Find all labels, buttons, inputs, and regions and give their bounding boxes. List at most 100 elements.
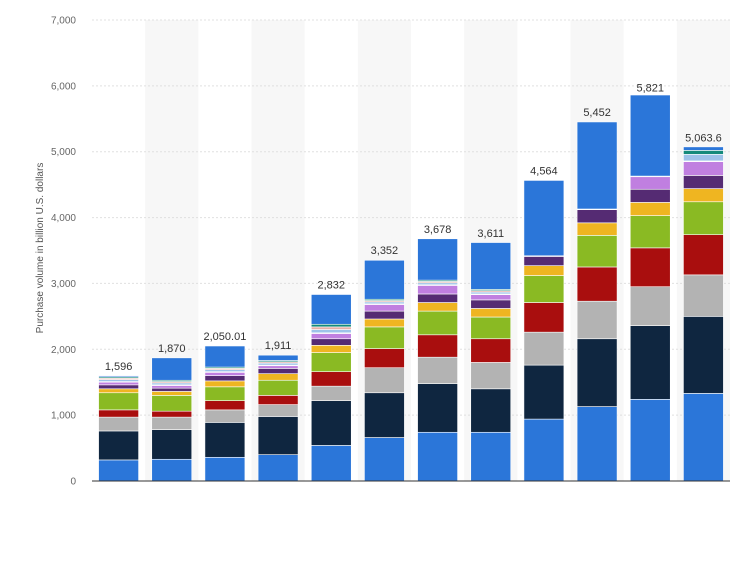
bar-segment [523,265,565,276]
bar-segment [470,316,512,340]
bar-segment [151,395,193,412]
bar-segment [629,247,671,288]
bar-segment [470,388,512,433]
bar-segment [364,310,405,320]
total-label: 5,452 [583,107,611,119]
bar-segment [310,294,352,325]
bar-segment [204,422,246,458]
total-label: 3,611 [477,228,504,240]
bar-segment [310,445,352,482]
bar-segment [364,392,405,438]
bar-segment [576,222,618,236]
bar-segment [204,372,246,376]
bar-segment [417,310,458,336]
total-label: 1,870 [158,343,186,355]
bar-segment [98,430,139,461]
bar-segment [629,176,671,190]
bar-segment [523,256,565,266]
bar-segment [417,356,458,384]
bar-segment [417,334,458,358]
bar-segment [470,308,512,318]
y-tick-label: 3,000 [51,279,76,290]
bar-segment [151,416,193,430]
bar-segment [257,395,299,405]
bar-segment [257,368,299,374]
y-axis: 0 1,000 2,000 3,000 4,000 5,000 6,000 7,000 [51,16,76,488]
total-label: 4,564 [530,165,558,177]
y-axis-title: Purchase volume in billion U.S. dollars [35,163,46,334]
bar-segment [151,387,193,392]
bar-segment [523,302,565,333]
bar-segment [151,410,193,418]
bar-segment [417,383,458,433]
bar-segment [204,409,246,423]
bar-segment [204,386,246,401]
bar-segment [576,209,618,224]
bar-segment [310,345,352,353]
total-label: 5,063.6 [685,133,722,145]
bar-segment [310,329,352,334]
bar-segment [629,188,671,203]
bar-segment [417,302,458,312]
y-tick-label: 6,000 [51,81,76,92]
bar-segment [151,357,193,381]
bar-segment [683,393,724,482]
bar-segment [470,294,512,301]
bar-segment [417,285,458,295]
bar-segment [629,215,671,249]
bar-segment [576,235,618,268]
bar-segment [364,348,405,369]
bar-segment [151,458,193,482]
bar-segment [98,409,139,418]
bar-segment [683,201,724,235]
y-tick-label: 0 [70,477,76,488]
y-tick-label: 4,000 [51,213,76,224]
bar-segment [310,352,352,372]
y-tick-label: 7,000 [51,16,76,27]
bar-segment [310,326,352,330]
total-label: 1,596 [105,361,133,373]
bar-segment [629,286,671,326]
bar-segment [257,354,299,361]
bar-segment [683,161,724,176]
bar-segment [417,431,458,482]
total-label: 1,911 [265,340,292,352]
bar-segment [629,202,671,216]
bar-segment [683,146,724,151]
bar-segment [523,364,565,420]
y-tick-label: 2,000 [51,345,76,356]
bar-segment [310,385,352,401]
bar-segment [523,180,565,257]
bar-segment [576,300,618,340]
bar-segment [683,274,724,317]
bar-segment [683,234,724,276]
bar-segment [364,259,405,300]
bars [98,94,724,482]
bar-segment [470,299,512,309]
bar-segment [683,150,724,155]
bar-segment [310,323,352,328]
bar-segment [470,242,512,290]
bar-segment [98,416,139,432]
bar-segment [629,399,671,482]
bar-segment [523,418,565,482]
bar-segment [151,429,193,460]
bar-segment [204,456,246,482]
total-labels: 1,596 1,870 2,050.01 1,911 2,832 3,352 3,678 3,… [105,83,722,373]
total-label: 5,821 [636,83,664,95]
bar-segment [98,375,139,378]
bar-segment [364,318,405,328]
bar-segment [683,188,724,203]
bar-segment [683,316,724,394]
bar-segment [310,338,352,346]
bar-segment [257,404,299,417]
bar-segment [204,380,246,388]
total-label: 3,352 [371,245,399,257]
bar-segment [364,304,405,312]
bar-segment [576,266,618,302]
bar-segment [576,121,618,210]
y-tick-label: 5,000 [51,147,76,158]
bar-segment [98,384,139,390]
